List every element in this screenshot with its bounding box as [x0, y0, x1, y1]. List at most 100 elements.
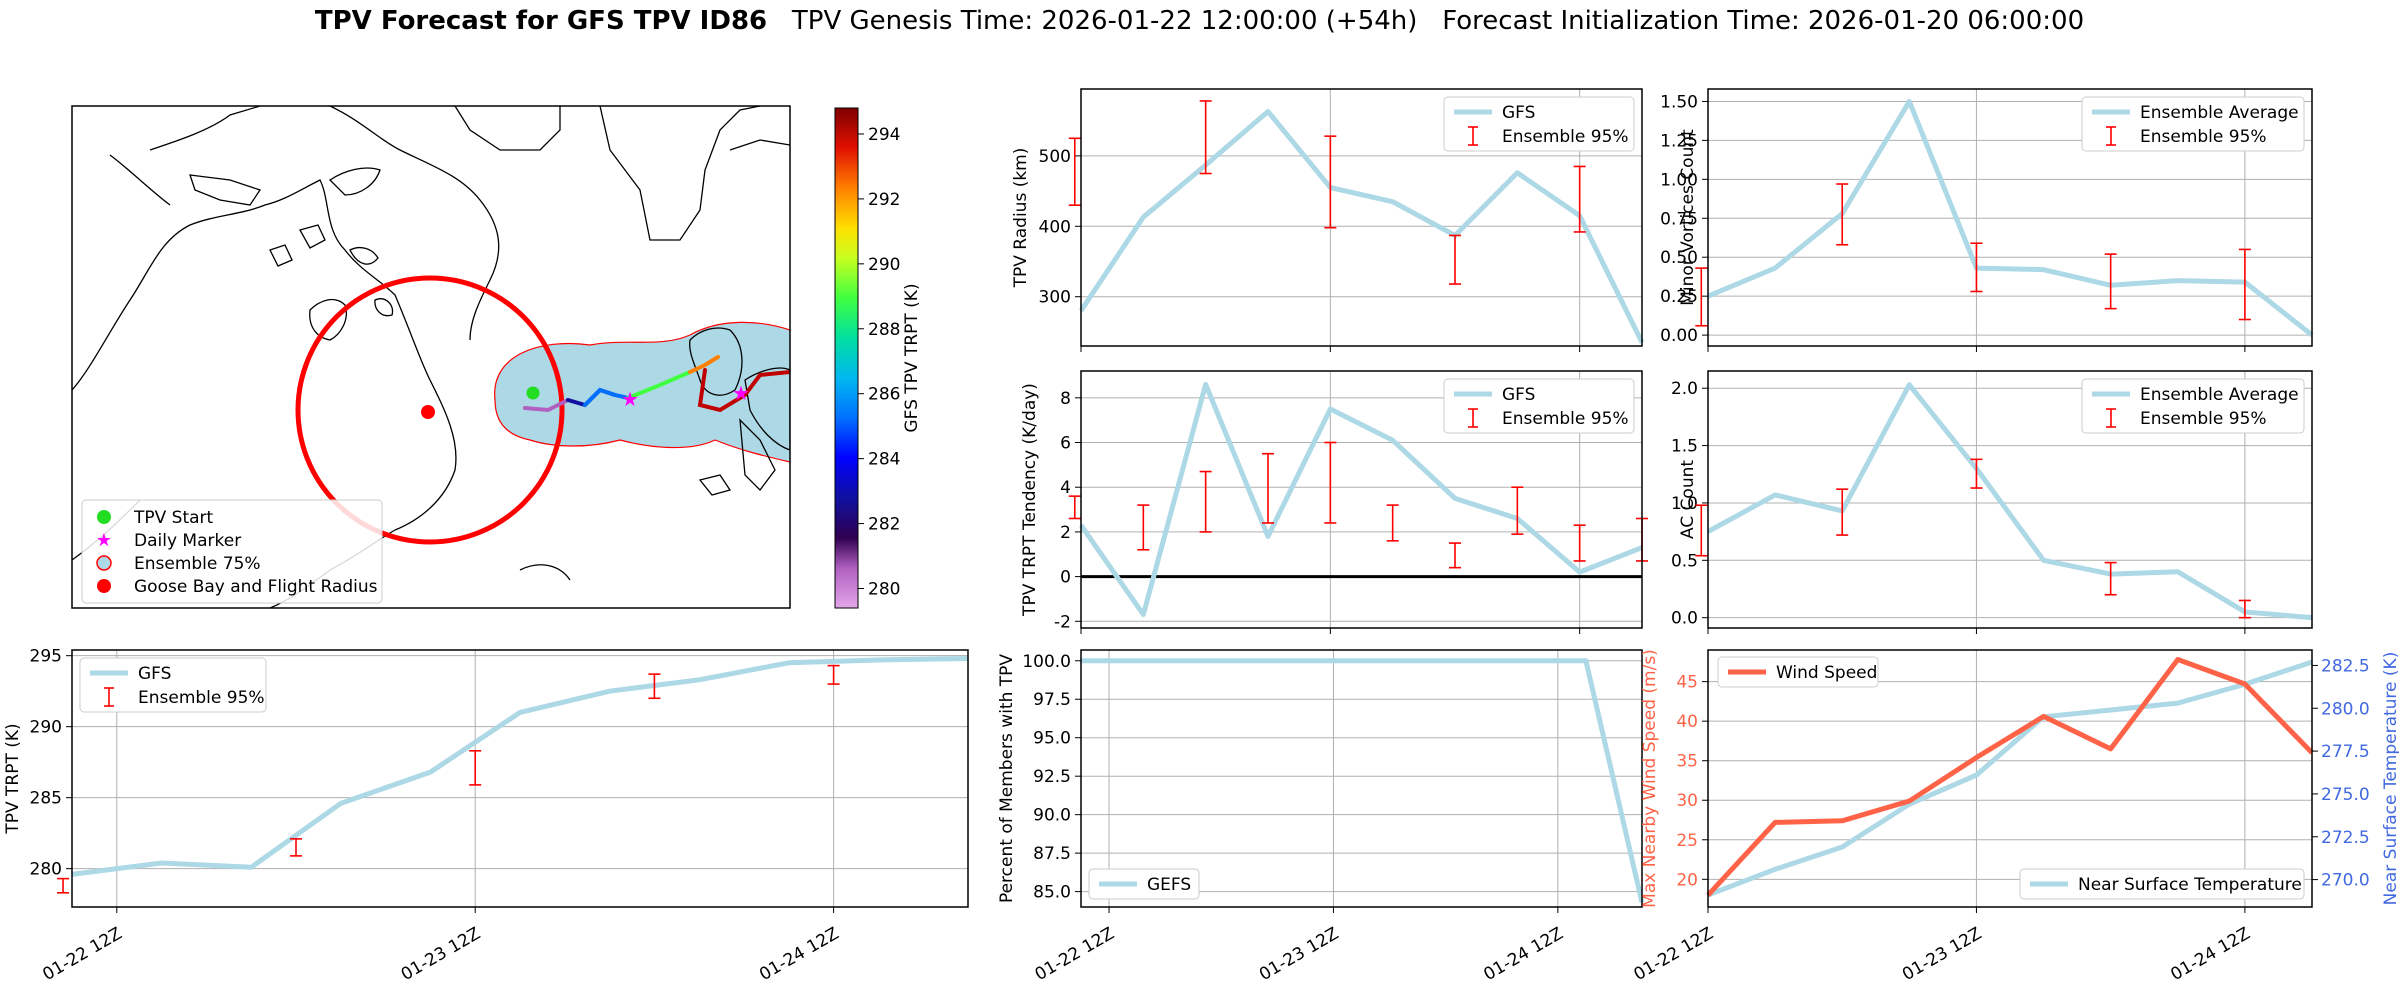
y-tick-label: 35: [1676, 752, 1698, 772]
error-bar: [1199, 470, 1212, 533]
y-tick-label: 8: [1060, 389, 1071, 409]
error-bar: [469, 750, 482, 786]
tpv-start-marker: [526, 386, 540, 400]
y-axis-label: Minor Vortices Count: [1678, 129, 1698, 306]
error-bar: [1199, 100, 1212, 175]
x-tick-label: 01-22 12Z: [1032, 924, 1118, 982]
daily-marker-1: ★: [621, 387, 639, 411]
colorbar-tick-label: 292: [868, 190, 900, 210]
y-tick-label: 100.0: [1022, 652, 1071, 672]
colorbar-tick-label: 284: [868, 450, 900, 470]
legend-errbar-label: Ensemble 95%: [138, 688, 265, 708]
y-tick-label: 0.50: [1660, 248, 1698, 268]
y-axis-label: TPV TRPT (K): [3, 723, 23, 834]
y2-tick-label: 282.5: [2321, 656, 2370, 676]
y-axis-label: Max Nearby Wind Speed (m/s): [1640, 649, 1660, 908]
series-line: [1078, 381, 1643, 618]
legend-wind: Wind Speed: [1717, 656, 1879, 688]
y-tick-label: 45: [1676, 673, 1698, 693]
series-line: [1706, 382, 2313, 621]
y2-tick-label: 280.0: [2321, 699, 2370, 719]
colorbar-ticks: 280 282 284 286 288 290 292 294: [858, 125, 900, 600]
legend-series-label: GEFS: [1147, 875, 1191, 895]
y-tick-label: 40: [1676, 712, 1698, 732]
y-tick-label: 1.00: [1660, 170, 1698, 190]
legend-errbar-label: Ensemble 95%: [1502, 127, 1629, 147]
legend-ensemble-icon: [96, 555, 112, 571]
y2-axis-label: Near Surface Temperature (K): [2381, 652, 2399, 906]
error-bar: [1836, 183, 1849, 246]
plot-frame: [71, 649, 969, 908]
y-tick-label: -2: [1054, 612, 1071, 632]
error-bar: [1970, 458, 1983, 489]
map-frame: [71, 105, 791, 609]
series-line: [1707, 98, 2314, 338]
colorbar-tick-label: 290: [868, 255, 900, 275]
y-tick-label: 2: [1060, 523, 1071, 543]
plot-frame: [1080, 88, 1643, 347]
x-tick-label: 01-24 12Z: [756, 924, 842, 982]
y-axis-label: TPV Radius (km): [1011, 148, 1031, 289]
colorbar-tick-label: 282: [868, 515, 900, 535]
error-bar: [648, 673, 661, 700]
legend-box: [2081, 378, 2305, 434]
error-bar: [290, 838, 302, 857]
legend-ensemble-75: Ensemble 75%: [134, 554, 261, 574]
error-bar: [1695, 267, 1708, 327]
x-tick-label: 01-22 12Z: [1631, 924, 1717, 982]
y-tick-label: 290: [30, 718, 62, 738]
legend: Ensemble Average Ensemble 95%: [2081, 378, 2305, 434]
map-area: ★ ★ TPV Start ★ Daily Marker Ensemble 75…: [72, 106, 790, 608]
y-tick-label: 1.50: [1660, 92, 1698, 112]
legend-tpv-start-icon: [97, 510, 111, 524]
y-tick-label: 0.0: [1671, 609, 1698, 629]
legend-series-label: GFS: [1502, 385, 1535, 405]
error-bar: [1573, 524, 1586, 562]
legend-wind-label: Wind Speed: [1776, 663, 1877, 683]
chart-minor_vortices: 0.00 0.25 0.50 0.75 1.00 1.25 1.50 Minor Vortic…: [1660, 88, 2314, 352]
y-tick-label: 300: [1039, 288, 1071, 308]
x-tick-label: 01-24 12Z: [2167, 924, 2253, 982]
y-tick-label: 4: [1060, 478, 1071, 498]
error-bar: [1324, 135, 1337, 229]
plot-frame: [1707, 649, 2313, 908]
title-init: Forecast Initialization Time: 2026-01-20…: [1442, 6, 2085, 36]
legend: Ensemble Average Ensemble 95%: [2081, 96, 2305, 152]
y-tick-label: 87.5: [1033, 844, 1071, 864]
goose-bay-marker: [421, 405, 435, 419]
x-tick-label: 01-22 12Z: [39, 924, 125, 982]
y-tick-label: 400: [1039, 217, 1071, 237]
error-bar: [827, 664, 840, 685]
chart-members: 85.0 87.5 90.0 92.5 95.0 97.5 100.0 01-22 12Z 01…: [997, 649, 1645, 982]
chart-tendency: -2 0 2 4 6 8 TPV TRPT Tendency (K/day) GFS Ensem…: [1020, 370, 1648, 634]
legend-temperature: Near Surface Temperature: [2019, 868, 2305, 900]
error-bar: [1068, 495, 1081, 520]
y-tick-label: 95.0: [1033, 729, 1071, 749]
series-line: [1078, 109, 1645, 344]
colorbar-tick-label: 280: [868, 580, 900, 600]
x-tick-label: 01-24 12Z: [1480, 924, 1566, 982]
legend: GFS Ensemble 95%: [1443, 96, 1635, 152]
legend-box: [1088, 868, 1200, 900]
legend: GFS Ensemble 95%: [79, 657, 267, 713]
legend: GFS Ensemble 95%: [1443, 378, 1635, 434]
y-tick-label: 500: [1039, 147, 1071, 167]
title-genesis: TPV Genesis Time: 2026-01-22 12:00:00 (+…: [791, 6, 1418, 36]
legend-errbar-label: Ensemble 95%: [2140, 409, 2267, 429]
y-tick-label: 85.0: [1033, 883, 1071, 903]
plot-frame: [1707, 370, 2313, 629]
y-tick-label: 2.0: [1671, 379, 1698, 399]
chart-trpt: 280 285 290 295 01-22 12Z 01-23 12Z 01-24 12Z T…: [3, 647, 969, 982]
y2-tick-label: 277.5: [2321, 742, 2370, 762]
error-bar: [1449, 542, 1461, 569]
y-tick-label: 20: [1676, 870, 1698, 890]
y-tick-label: 6: [1060, 434, 1071, 454]
map-legend: TPV Start ★ Daily Marker Ensemble 75% Go…: [81, 499, 383, 604]
legend-star-icon: ★: [96, 530, 112, 551]
legend-goose-bay-icon: [97, 579, 111, 593]
chart-radius: 300 400 500 TPV Radius (km) GFS Ensemble 95%: [1011, 88, 1645, 352]
legend-daily-marker: Daily Marker: [134, 531, 241, 551]
